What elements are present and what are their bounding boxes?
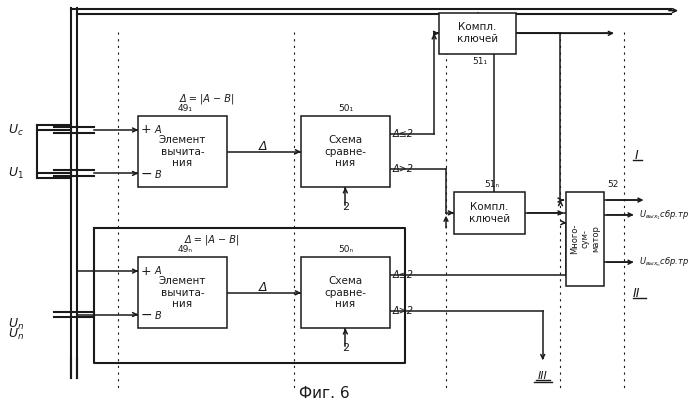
Text: B: B <box>154 171 161 180</box>
Bar <box>138 257 227 328</box>
Text: +: + <box>140 265 152 277</box>
Text: III: III <box>538 371 547 381</box>
Text: $U_n$: $U_n$ <box>8 327 24 342</box>
Text: −: − <box>140 166 152 180</box>
Bar <box>301 116 390 187</box>
Text: 2: 2 <box>342 202 349 212</box>
Bar <box>566 192 604 286</box>
Text: 50ₙ: 50ₙ <box>338 245 353 254</box>
Text: 51₁: 51₁ <box>472 58 487 67</box>
Text: Много-
сум-
матор: Много- сум- матор <box>570 224 600 254</box>
Text: Схема
сравне-
ния: Схема сравне- ния <box>324 276 366 309</box>
Bar <box>138 116 227 187</box>
Text: A: A <box>154 125 161 135</box>
Text: $U_c$: $U_c$ <box>8 122 24 137</box>
Text: Δ: Δ <box>259 140 268 153</box>
Text: Δ = |A − B|: Δ = |A − B| <box>180 93 235 104</box>
Text: Δ>2: Δ>2 <box>393 164 414 175</box>
Text: 49₁: 49₁ <box>178 104 193 113</box>
Text: Δ>2: Δ>2 <box>393 306 414 315</box>
Text: 52: 52 <box>607 180 618 189</box>
Text: $U_n$: $U_n$ <box>8 317 24 332</box>
Text: Δ≤2: Δ≤2 <box>393 270 414 280</box>
Text: −: − <box>140 308 152 322</box>
Bar <box>454 192 525 234</box>
Text: 2: 2 <box>342 343 349 353</box>
Bar <box>439 13 516 54</box>
Text: I: I <box>635 149 638 162</box>
Text: $U_{вых_1}$сбр.тр: $U_{вых_1}$сбр.тр <box>640 208 690 222</box>
Text: Δ: Δ <box>259 282 268 295</box>
Text: B: B <box>154 311 161 322</box>
Text: 49ₙ: 49ₙ <box>178 245 193 254</box>
Text: Элемент
вычита-
ния: Элемент вычита- ния <box>159 276 206 309</box>
Bar <box>301 257 390 328</box>
Text: +: + <box>140 124 152 137</box>
Text: A: A <box>154 266 161 276</box>
Text: 51ₙ: 51ₙ <box>484 180 499 189</box>
Text: II: II <box>633 287 640 300</box>
Text: Компл.
ключей: Компл. ключей <box>457 22 498 44</box>
Text: Δ = |A − B|: Δ = |A − B| <box>185 234 240 245</box>
Text: Схема
сравне-
ния: Схема сравне- ния <box>324 135 366 169</box>
Text: $U_{вых_n}$сбр.тр: $U_{вых_n}$сбр.тр <box>640 255 690 269</box>
Text: Фиг. 6: Фиг. 6 <box>299 386 350 401</box>
Text: Δ≤2: Δ≤2 <box>393 129 414 139</box>
Text: 50₁: 50₁ <box>338 104 353 113</box>
Text: Компл.
ключей: Компл. ключей <box>469 202 510 224</box>
Text: Элемент
вычита-
ния: Элемент вычита- ния <box>159 135 206 169</box>
Text: $U_1$: $U_1$ <box>8 166 24 181</box>
